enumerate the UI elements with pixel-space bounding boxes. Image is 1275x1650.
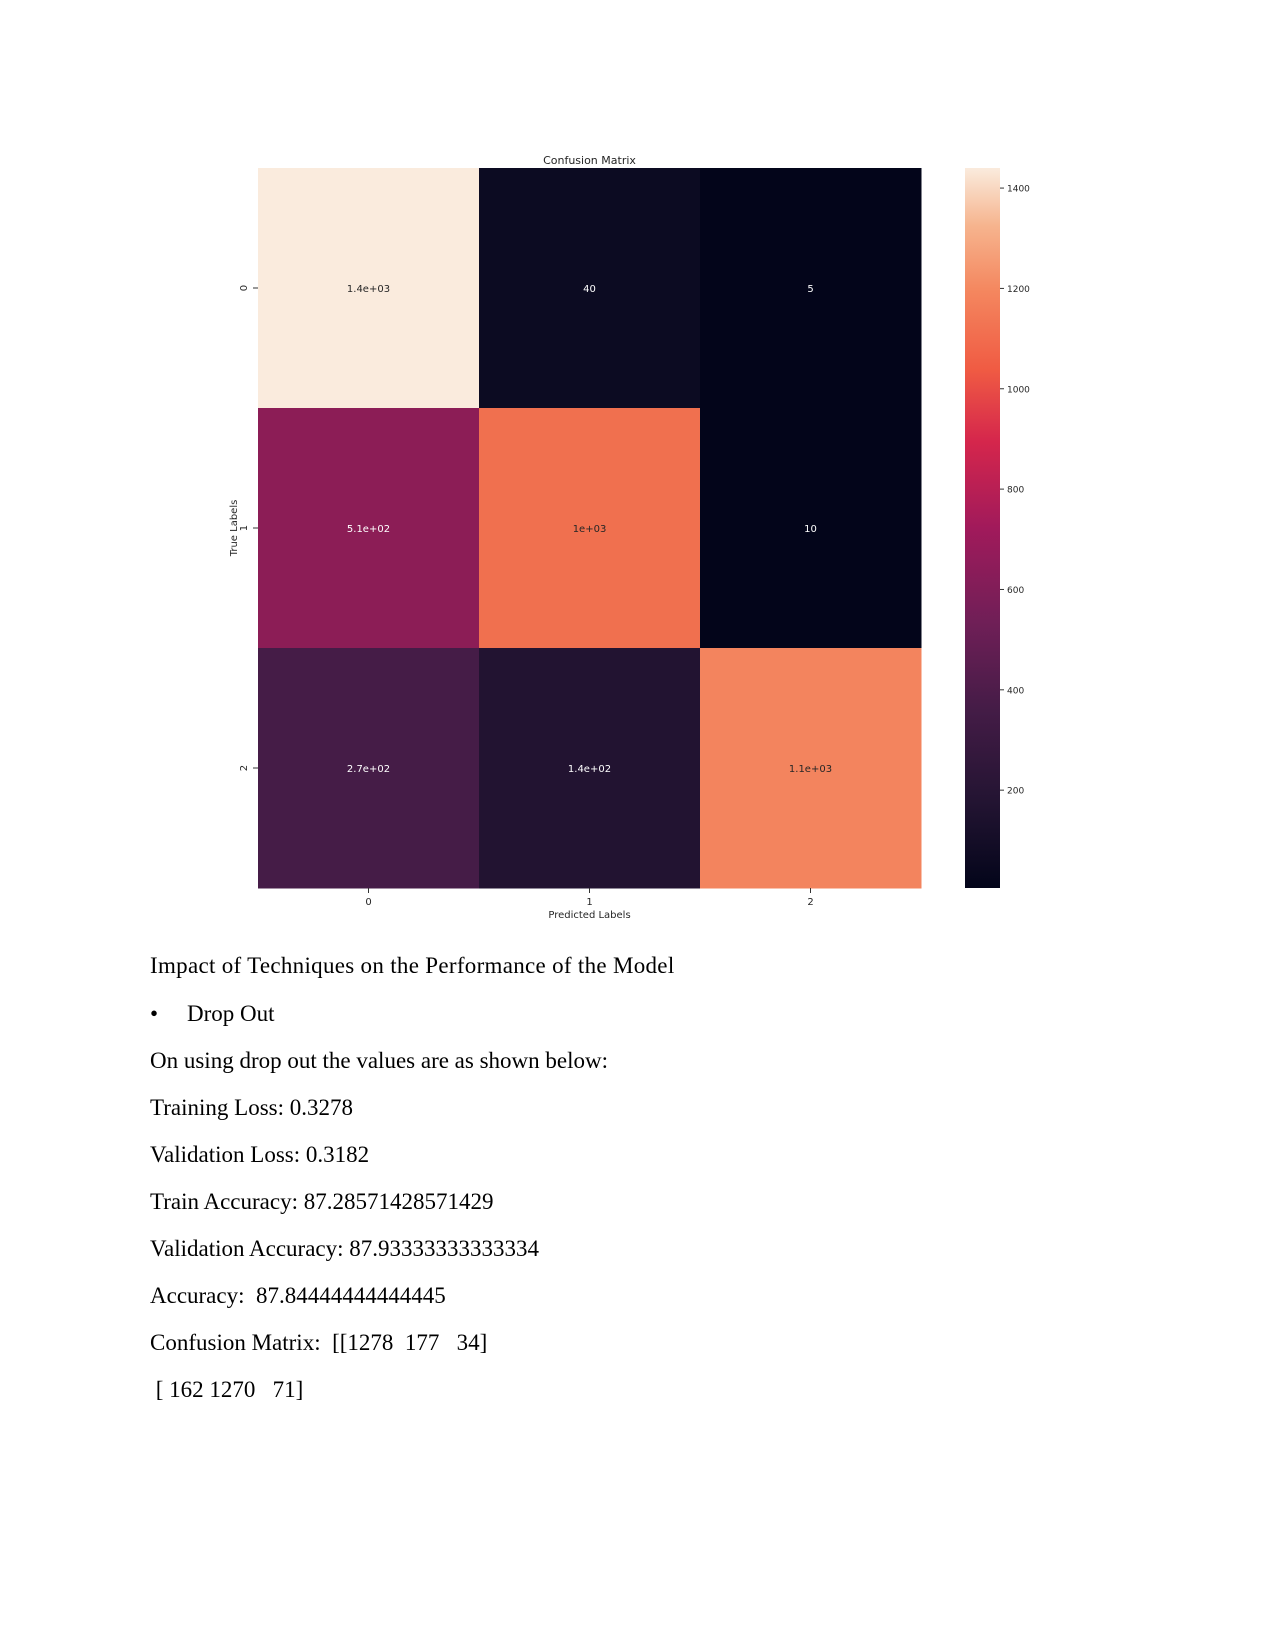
heatmap-cell-1-2 — [700, 408, 922, 649]
y-tick-label-0: 0 — [239, 285, 250, 291]
cell-annotation-1-2: 10 — [804, 524, 817, 535]
cell-annotation-0-2: 5 — [807, 284, 813, 295]
heatmap-cell-2-2 — [700, 648, 922, 889]
colorbar-tick-label-5: 400 — [1007, 686, 1024, 696]
colorbar — [965, 168, 1000, 888]
x-tick-label-0: 0 — [365, 897, 371, 908]
chart-title: Confusion Matrix — [543, 154, 636, 167]
cell-annotation-0-0: 1.4e+03 — [347, 284, 390, 295]
confusion-matrix-chart: 1.4e+03 40 55.1e+02 1e+03 102.7e+02 1.4e+02 1.… — [229, 154, 1030, 921]
train-accuracy: Train Accuracy: 87.28571428571429 — [150, 1189, 494, 1214]
cell-annotation-2-1: 1.4e+02 — [568, 764, 611, 775]
x-axis-label: Predicted Labels — [548, 910, 630, 921]
heatmap-cell-1-0 — [258, 408, 480, 649]
cell-annotation-1-0: 5.1e+02 — [347, 524, 390, 535]
accuracy: Accuracy: 87.84444444444445 — [150, 1283, 446, 1308]
x-tick-label-1: 1 — [586, 897, 592, 908]
heatmap-cell-0-1 — [479, 168, 701, 409]
validation-accuracy: Validation Accuracy: 87.93333333333334 — [150, 1236, 540, 1261]
colorbar-tick-label-3: 800 — [1007, 486, 1024, 496]
heatmap-cell-2-1 — [479, 648, 701, 889]
cell-annotation-0-1: 40 — [583, 284, 596, 295]
x-tick-label-2: 2 — [807, 897, 813, 908]
colorbar-tick-label-2: 1000 — [1007, 385, 1030, 395]
y-tick-label-2: 2 — [239, 765, 250, 771]
validation-loss: Validation Loss: 0.3182 — [150, 1142, 370, 1167]
confusion-matrix-line-1: Confusion Matrix: [[1278 177 34] — [150, 1330, 488, 1355]
bullet-icon: • — [150, 1001, 159, 1026]
colorbar-tick-label-0: 1400 — [1007, 185, 1030, 195]
heatmap-cell-1-1 — [479, 408, 701, 649]
bullet-item-drop-out: Drop Out — [187, 1001, 275, 1026]
colorbar-tick-label-1: 1200 — [1007, 285, 1030, 295]
section-heading: Impact of Techniques on the Performance … — [150, 953, 675, 978]
colorbar-tick-label-6: 200 — [1007, 787, 1024, 797]
colorbar-tick-label-4: 600 — [1007, 586, 1024, 596]
intro-text: On using drop out the values are as show… — [150, 1048, 609, 1073]
heatmap-cell-0-0 — [258, 168, 480, 409]
y-tick-label-1: 1 — [239, 525, 250, 531]
cell-annotation-1-1: 1e+03 — [573, 524, 607, 535]
cell-annotation-2-0: 2.7e+02 — [347, 764, 390, 775]
heatmap-cell-0-2 — [700, 168, 922, 409]
y-axis-label: True Labels — [229, 500, 240, 558]
cell-annotation-2-2: 1.1e+03 — [789, 764, 832, 775]
heatmap-cell-2-0 — [258, 648, 480, 889]
training-loss: Training Loss: 0.3278 — [150, 1095, 353, 1120]
confusion-matrix-line-2: [ 162 1270 71] — [150, 1377, 304, 1402]
